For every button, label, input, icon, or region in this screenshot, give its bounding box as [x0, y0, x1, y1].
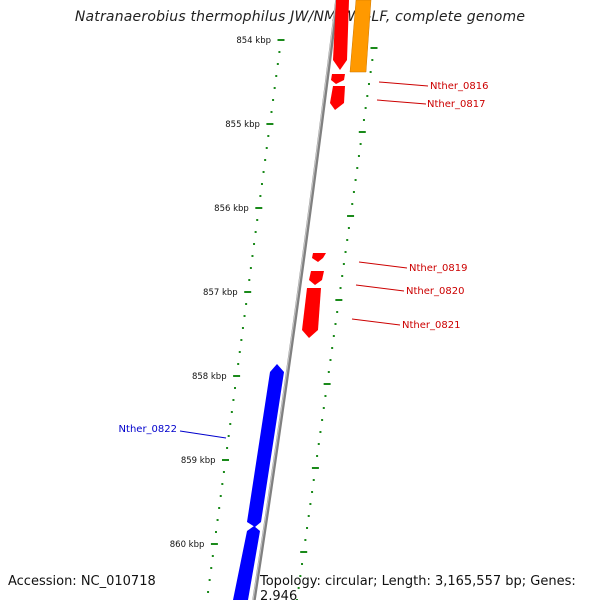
genome-backbone — [252, 0, 339, 600]
gene-label-leader-line — [376, 99, 427, 105]
gene-label-leader-line — [378, 81, 429, 87]
gene-label[interactable]: Nther_0822 — [119, 424, 177, 435]
gene-nther-0820[interactable] — [309, 271, 324, 285]
gene-nther-0823[interactable] — [233, 526, 260, 600]
gene-label-group: Nther_0816 Nther_0817 Nther_0819 Nther_0820… — [119, 81, 489, 435]
position-label-group: 854 kbp 855 kbp 856 kbp 857 kbp 858 kbp 859 k… — [170, 36, 271, 550]
gene-nther-0819[interactable] — [312, 253, 326, 262]
gene-label-leader-line — [355, 284, 405, 292]
gene-label[interactable]: Nther_0821 — [402, 320, 460, 331]
gene-label-leader-line — [358, 261, 408, 269]
position-label: 855 kbp — [225, 120, 260, 130]
genome-title: Natranaerobius thermophilus JW/NM-WN-LF,… — [74, 9, 526, 25]
outer-tick-ring — [296, 47, 378, 600]
gene-nther-0822[interactable] — [247, 364, 284, 527]
accession-text: Accession: NC_010718 — [8, 574, 156, 589]
gene-label[interactable]: Nther_0819 — [409, 263, 467, 274]
position-label: 857 kbp — [203, 288, 238, 298]
gene-label[interactable]: Nther_0816 — [430, 81, 488, 92]
genome-backbone-highlight — [252, 0, 337, 600]
position-label: 859 kbp — [181, 456, 216, 466]
gene-nther-0821[interactable] — [302, 288, 321, 338]
gene-label[interactable]: Nther_0817 — [427, 99, 485, 110]
gene-label-lines — [179, 81, 429, 439]
orange-feature-block[interactable] — [349, 0, 372, 73]
position-label: 860 kbp — [170, 540, 205, 550]
position-label: 858 kbp — [192, 372, 227, 382]
gene-label[interactable]: Nther_0820 — [406, 286, 464, 297]
gene-nther-0816[interactable] — [331, 74, 345, 84]
gene-nther-0817[interactable] — [330, 86, 345, 110]
position-label: 856 kbp — [214, 204, 249, 214]
gene-label-leader-line — [351, 318, 401, 326]
position-label: 854 kbp — [236, 36, 271, 46]
genome-summary-text: Topology: circular; Length: 3,165,557 bp… — [260, 574, 576, 600]
gene-nther-0815[interactable] — [333, 0, 349, 70]
gene-label-leader-line — [179, 430, 227, 439]
inner-tick-ring — [207, 39, 285, 593]
